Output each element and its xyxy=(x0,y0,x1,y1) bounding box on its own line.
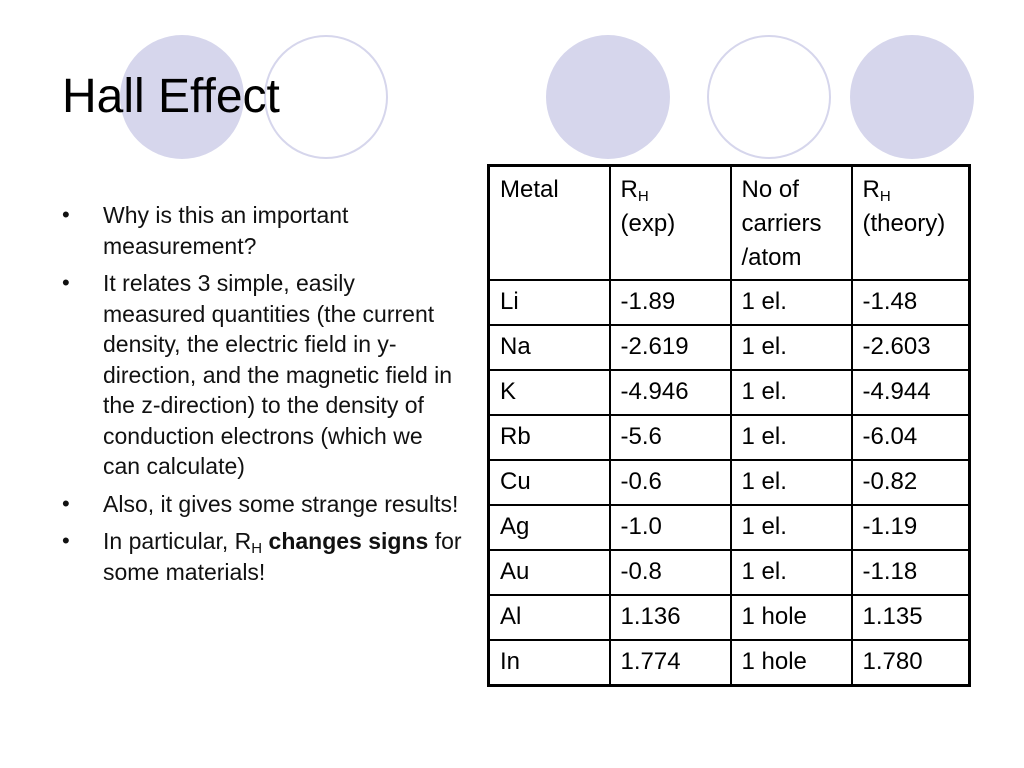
rh-exp-suffix: (exp) xyxy=(620,210,676,237)
cell-metal: Al xyxy=(487,594,611,641)
decor-circle xyxy=(546,35,670,159)
header-metal: Metal xyxy=(487,164,611,281)
cell-carriers: 1 el. xyxy=(729,369,853,416)
cell-carriers: 1 el. xyxy=(729,549,853,596)
cell-rh-theory: -0.82 xyxy=(850,459,971,506)
table-row: Au -0.8 1 el. -1.18 xyxy=(487,549,971,596)
cell-rh-exp: 1.774 xyxy=(608,639,732,686)
bold-signs: signs xyxy=(368,528,429,554)
bullet-glyph: • xyxy=(62,528,70,553)
table-row: In 1.774 1 hole 1.780 xyxy=(487,639,971,686)
cell-carriers: 1 el. xyxy=(729,324,853,371)
header-carriers: No of carriers /atom xyxy=(729,164,853,281)
rh-theory-suffix: (theory) xyxy=(862,210,946,237)
cell-rh-exp: 1.136 xyxy=(608,594,732,641)
cell-rh-exp: -1.89 xyxy=(608,279,732,326)
bold-changes: changes xyxy=(268,528,362,554)
table-body: Li -1.89 1 el. -1.48 Na -2.619 1 el. -2.603 K -4.… xyxy=(487,279,971,686)
cell-carriers: 1 hole xyxy=(729,594,853,641)
bullet-glyph: • xyxy=(62,490,70,516)
cell-metal: Ag xyxy=(487,504,611,551)
cell-metal: In xyxy=(487,639,611,686)
bullet-text-post: for some materials! xyxy=(103,528,462,585)
bullet-text: Also, it gives some strange results! xyxy=(103,490,459,517)
rh-exp-subscript: H xyxy=(637,188,649,205)
cell-metal: Au xyxy=(487,549,611,596)
hall-coefficient-table-container: Metal RH (exp) No of carriers /atom RH (… xyxy=(487,164,971,687)
cell-rh-theory: -4.944 xyxy=(850,369,971,416)
cell-rh-theory: -1.48 xyxy=(850,279,971,326)
bullet-text-pre: In particular, R xyxy=(103,528,252,554)
header-rh-exp: RH (exp) xyxy=(608,164,732,281)
cell-rh-exp: -0.6 xyxy=(608,459,732,506)
cell-carriers: 1 el. xyxy=(729,414,853,461)
hall-coefficient-table: Metal RH (exp) No of carriers /atom RH (… xyxy=(487,164,971,687)
rh-theory-subscript: H xyxy=(879,188,891,205)
bullet-item: • It relates 3 simple, easily measured q… xyxy=(62,268,462,482)
cell-metal: Li xyxy=(487,279,611,326)
rh-theory-symbol: R xyxy=(862,176,880,203)
cell-metal: Na xyxy=(487,324,611,371)
table-row: Rb -5.6 1 el. -6.04 xyxy=(487,414,971,461)
cell-rh-exp: -1.0 xyxy=(608,504,732,551)
cell-rh-exp: -4.946 xyxy=(608,369,732,416)
cell-carriers: 1 el. xyxy=(729,504,853,551)
cell-rh-theory: -1.18 xyxy=(850,549,971,596)
table-row: Cu -0.6 1 el. -0.82 xyxy=(487,459,971,506)
bullet-item: • Why is this an important measurement? xyxy=(62,200,462,261)
bullet-text: Why is this an important measurement? xyxy=(103,202,349,259)
slide-title: Hall Effect xyxy=(62,70,280,123)
bullet-glyph: • xyxy=(62,202,70,227)
cell-metal: K xyxy=(487,369,611,416)
rh-exp-symbol: R xyxy=(620,176,638,203)
cell-rh-exp: -5.6 xyxy=(608,414,732,461)
bullet-text: It relates 3 simple, easily measured qua… xyxy=(103,270,453,479)
decor-ring xyxy=(264,35,388,159)
cell-rh-theory: 1.780 xyxy=(850,639,971,686)
decor-ring xyxy=(707,35,831,159)
cell-rh-exp: -0.8 xyxy=(608,549,732,596)
bullet-item: • In particular, RH changes signs for so… xyxy=(62,526,462,587)
table-row: K -4.946 1 el. -4.944 xyxy=(487,369,971,416)
table-row: Li -1.89 1 el. -1.48 xyxy=(487,279,971,326)
bullet-list: • Why is this an important measurement? … xyxy=(62,200,462,594)
table-header-row: Metal RH (exp) No of carriers /atom RH (… xyxy=(487,164,971,281)
bullet-glyph: • xyxy=(62,270,70,295)
cell-rh-theory: 1.135 xyxy=(850,594,971,641)
header-rh-theory: RH (theory) xyxy=(850,164,971,281)
cell-carriers: 1 el. xyxy=(729,459,853,506)
cell-carriers: 1 el. xyxy=(729,279,853,326)
cell-carriers: 1 hole xyxy=(729,639,853,686)
bullet-item: • Also, it gives some strange results! xyxy=(62,489,462,520)
decor-circle xyxy=(120,35,244,159)
table-row: Al 1.136 1 hole 1.135 xyxy=(487,594,971,641)
table-row: Na -2.619 1 el. -2.603 xyxy=(487,324,971,371)
subscript-h: H xyxy=(251,540,263,557)
cell-rh-theory: -6.04 xyxy=(850,414,971,461)
cell-rh-exp: -2.619 xyxy=(608,324,732,371)
table-row: Ag -1.0 1 el. -1.19 xyxy=(487,504,971,551)
decor-circle xyxy=(850,35,974,159)
cell-rh-theory: -2.603 xyxy=(850,324,971,371)
cell-metal: Rb xyxy=(487,414,611,461)
cell-rh-theory: -1.19 xyxy=(850,504,971,551)
cell-metal: Cu xyxy=(487,459,611,506)
